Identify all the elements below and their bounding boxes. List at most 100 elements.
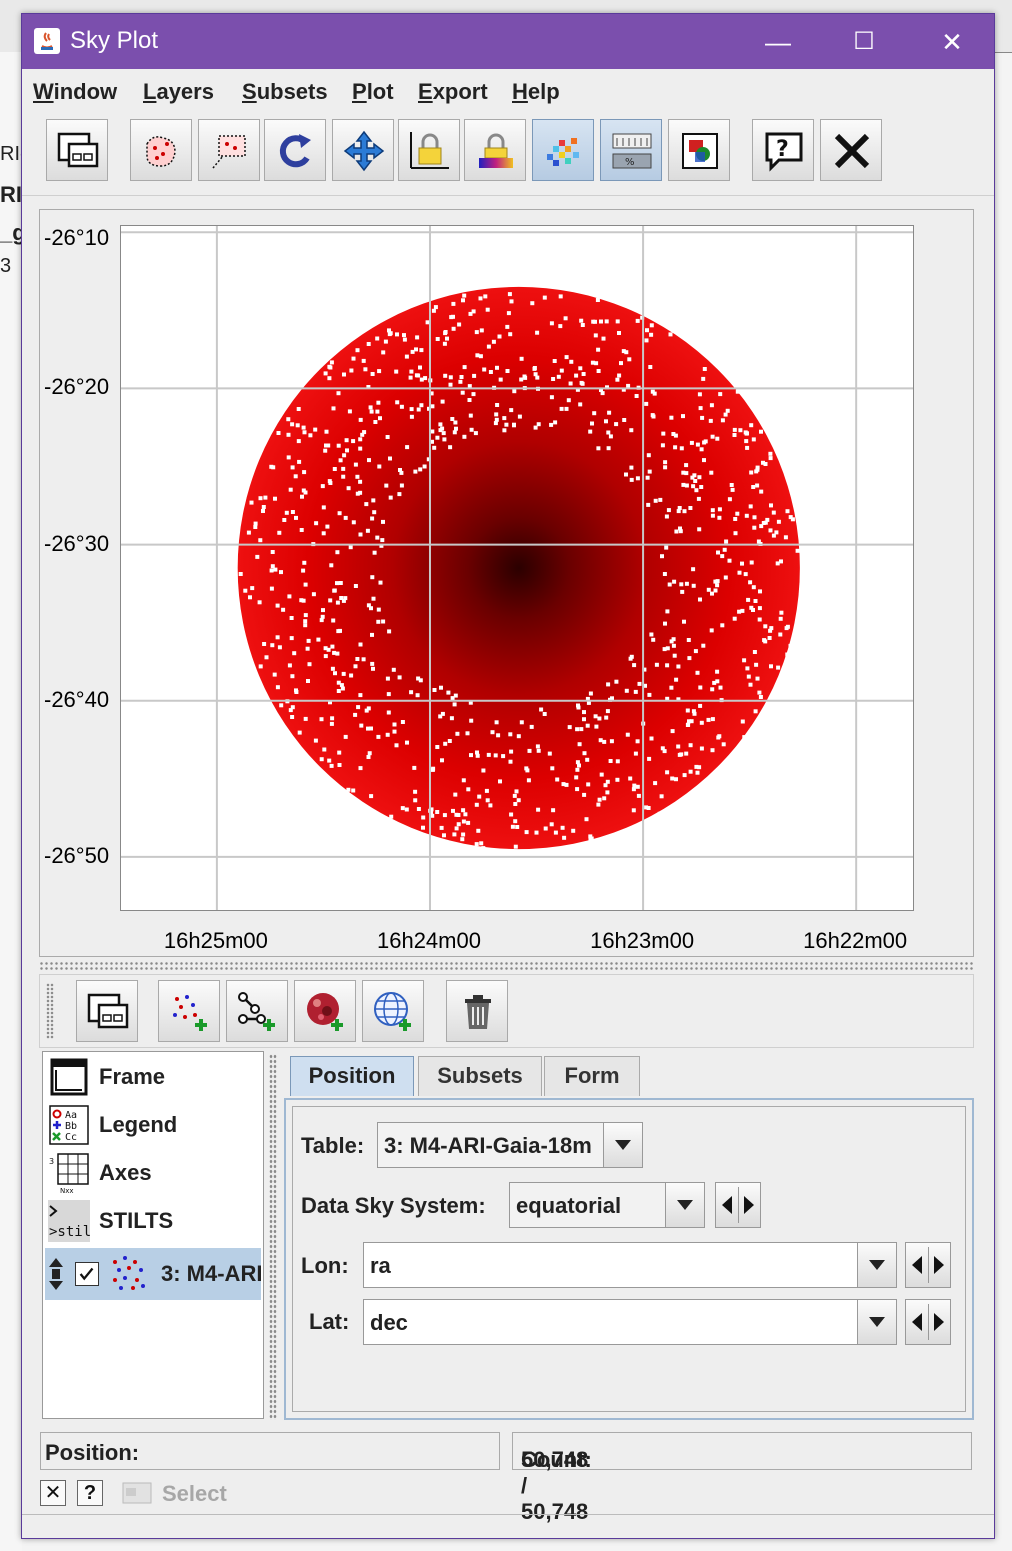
sparse-pixel — [580, 381, 585, 386]
sparse-pixel — [717, 507, 722, 512]
sparse-pixel — [404, 354, 409, 359]
sparse-pixel — [689, 719, 694, 724]
sparse-pixel — [501, 754, 506, 759]
chevron-down-icon[interactable] — [665, 1183, 704, 1227]
rect-subset-button[interactable] — [198, 119, 260, 181]
sparse-pixel — [364, 708, 369, 713]
lat-field[interactable]: dec — [363, 1299, 897, 1345]
sky-system-select[interactable]: equatorial — [509, 1182, 705, 1228]
chevron-down-icon[interactable] — [857, 1300, 896, 1344]
select-button[interactable]: Select — [162, 1481, 227, 1506]
sparse-pixel — [344, 438, 349, 443]
sky-chart[interactable] — [121, 226, 913, 910]
sparse-pixel — [539, 707, 544, 712]
lock-axes-button[interactable] — [398, 119, 460, 181]
aux-lock-button[interactable] — [464, 119, 526, 181]
sparse-pixel — [430, 404, 435, 409]
cancel-button[interactable]: ✕ — [40, 1480, 66, 1506]
delete-layer-button[interactable] — [446, 980, 508, 1042]
lon-field[interactable]: ra — [363, 1242, 897, 1288]
sparse-pixel — [284, 510, 289, 515]
layer-stilts[interactable]: >stilts STILTS — [45, 1198, 261, 1244]
layer-data-m4[interactable]: 3: M4-ARI — [45, 1248, 261, 1300]
sky-system-stepper[interactable] — [715, 1182, 761, 1228]
sparse-pixel — [282, 518, 287, 522]
close-window-button[interactable] — [820, 119, 882, 181]
dec-tick-label: -26°50 — [44, 842, 110, 868]
blob-subset-button[interactable] — [130, 119, 192, 181]
sparse-pixel — [453, 693, 458, 698]
sparse-pixel — [419, 403, 424, 408]
replot-button[interactable] — [264, 119, 326, 181]
sparse-pixel — [603, 783, 608, 788]
menu-plot[interactable]: Plot — [352, 79, 394, 104]
sky-plot-area[interactable] — [120, 225, 914, 911]
add-sky-grid-button[interactable] — [362, 980, 424, 1042]
density-button[interactable] — [532, 119, 594, 181]
sparse-pixel — [633, 751, 638, 756]
export-image-button[interactable] — [668, 119, 730, 181]
layer-frame[interactable]: Frame — [45, 1054, 261, 1100]
sparse-pixel — [519, 377, 524, 382]
sparse-pixel — [578, 402, 583, 407]
layer-window-button[interactable] — [76, 980, 138, 1042]
drag-handle-icon[interactable] — [47, 1256, 65, 1292]
sparse-pixel — [469, 718, 474, 723]
maximize-button[interactable]: ☐ — [853, 28, 875, 55]
replot-icon — [279, 134, 311, 168]
sparse-pixel — [710, 434, 715, 439]
sparse-pixel — [650, 389, 655, 394]
sparse-pixel — [626, 383, 631, 388]
percentile-button[interactable]: % — [600, 119, 662, 181]
menu-window[interactable]: Window — [33, 79, 118, 104]
menu-layers[interactable]: Layers — [143, 79, 214, 104]
sparse-pixel — [323, 371, 328, 376]
tab-form[interactable]: Form — [544, 1056, 640, 1096]
sparse-pixel — [491, 339, 496, 344]
layer-axes[interactable]: 3 Nxx Axes — [45, 1150, 261, 1196]
lon-stepper[interactable] — [905, 1242, 951, 1288]
add-position-plot-button[interactable] — [158, 980, 220, 1042]
tab-subsets[interactable]: Subsets — [418, 1056, 542, 1096]
navigate-button[interactable] — [332, 119, 394, 181]
menu-export[interactable]: Export — [418, 79, 488, 104]
window-button[interactable] — [46, 119, 108, 181]
sparse-pixel — [366, 726, 370, 731]
add-pair-plot-button[interactable] — [226, 980, 288, 1042]
menu-help[interactable]: Help — [512, 79, 560, 104]
sparse-pixel — [649, 632, 654, 637]
sparse-pixel — [375, 336, 380, 341]
sparse-pixel — [692, 711, 697, 716]
sparse-pixel — [385, 435, 390, 439]
tab-position[interactable]: Position — [290, 1056, 414, 1096]
sparse-pixel — [343, 734, 348, 739]
sparse-pixel — [509, 408, 514, 413]
panel-splitter[interactable] — [39, 961, 974, 971]
help-small-button[interactable]: ? — [77, 1480, 103, 1506]
sparse-pixel — [296, 407, 301, 411]
toolbar-grip[interactable] — [46, 983, 54, 1039]
sparse-pixel — [615, 377, 620, 382]
title-bar[interactable]: Sky Plot — ☐ ✕ — [22, 14, 994, 69]
layer-legend[interactable]: Aa Bb Cc Legend — [45, 1102, 261, 1148]
chevron-down-icon[interactable] — [857, 1243, 896, 1287]
sparse-pixel — [358, 479, 363, 484]
plot-panel[interactable]: -26°10 -26°20 -26°30 -26°40 -26°50 16h25m00 16… — [39, 209, 974, 957]
minimize-button[interactable]: — — [765, 27, 791, 57]
sparse-pixel — [246, 530, 251, 535]
sparse-pixel — [475, 753, 480, 758]
sparse-pixel — [461, 832, 466, 837]
lat-stepper[interactable] — [905, 1299, 951, 1345]
help-button[interactable]: ? — [752, 119, 814, 181]
close-button[interactable]: ✕ — [941, 27, 963, 57]
menu-subsets[interactable]: Subsets — [242, 79, 328, 104]
chevron-down-icon[interactable] — [603, 1123, 642, 1167]
layer-visible-checkbox[interactable] — [75, 1262, 99, 1286]
sparse-pixel — [715, 579, 720, 584]
sparse-pixel — [680, 589, 685, 594]
sparse-pixel — [720, 418, 725, 423]
add-hips-button[interactable] — [294, 980, 356, 1042]
table-select[interactable]: 3: M4-ARI-Gaia-18m — [377, 1122, 643, 1168]
sparse-pixel — [307, 662, 312, 667]
vertical-splitter[interactable] — [269, 1054, 277, 1420]
